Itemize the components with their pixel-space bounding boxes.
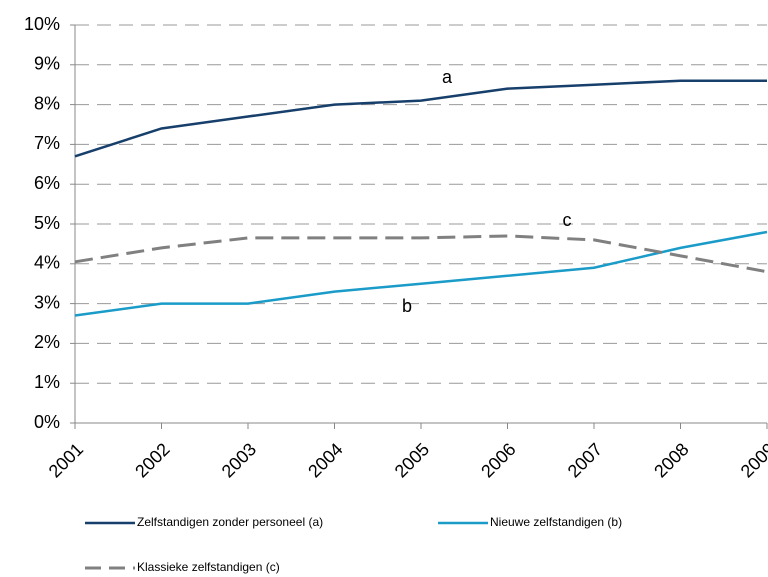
line-series <box>74 79 767 158</box>
legend-label: Nieuwe zelfstandigen (b) <box>490 515 622 529</box>
line-series <box>74 234 768 274</box>
y-tick-label: 0% <box>34 412 60 432</box>
annotation: b <box>402 296 412 316</box>
x-tick-label: 2004 <box>304 439 346 481</box>
y-tick-label: 10% <box>24 14 60 34</box>
x-tick-label: 2008 <box>650 439 692 481</box>
y-tick-label: 4% <box>34 253 60 273</box>
x-tick-label: 2001 <box>45 439 87 481</box>
x-tick-label: 2002 <box>131 439 173 481</box>
annotation: a <box>442 67 453 87</box>
x-tick-label: 2007 <box>564 439 606 481</box>
x-tick-label: 2006 <box>477 439 519 481</box>
y-tick-label: 6% <box>34 173 60 193</box>
x-tick-label: 2009 <box>737 439 768 481</box>
y-tick-label: 5% <box>34 213 60 233</box>
y-tick-label: 8% <box>34 93 60 113</box>
y-tick-label: 9% <box>34 54 60 74</box>
legend-label: Zelfstandigen zonder personeel (a) <box>137 515 323 529</box>
x-tick-label: 2005 <box>391 439 433 481</box>
legend-label: Klassieke zelfstandigen (c) <box>137 560 280 574</box>
y-tick-label: 3% <box>34 292 60 312</box>
y-tick-label: 2% <box>34 332 60 352</box>
x-tick-label: 2003 <box>218 439 260 481</box>
y-tick-label: 1% <box>34 372 60 392</box>
annotation: c <box>563 210 572 230</box>
y-tick-label: 7% <box>34 133 60 153</box>
line-series <box>74 230 768 317</box>
